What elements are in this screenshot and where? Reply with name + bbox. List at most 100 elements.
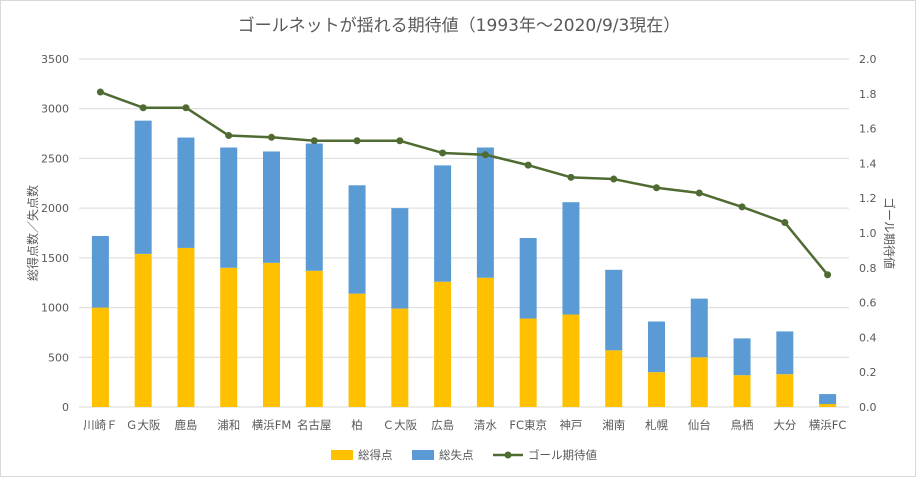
expected-goal-point xyxy=(653,184,660,192)
bar-goals-against xyxy=(263,151,280,263)
legend-swatch-goals-for xyxy=(331,450,353,460)
x-tick-label: 名古屋 xyxy=(297,418,332,432)
bar-goals-for xyxy=(690,357,708,407)
y2-tick-label: 0.4 xyxy=(859,331,877,344)
expected-goal-point xyxy=(182,104,190,112)
x-tick-label: 大分 xyxy=(773,418,796,432)
y2-axis-title: ゴール期待値 xyxy=(882,197,897,269)
bar-goals-for xyxy=(220,267,238,407)
bar-goals-against xyxy=(134,120,152,254)
bars xyxy=(91,120,837,407)
bar-goals-against xyxy=(690,298,708,358)
bar-goals-for xyxy=(177,247,195,407)
bar-goals-against xyxy=(605,269,623,351)
legend-label: 総失点 xyxy=(439,448,474,462)
bar-goals-for xyxy=(562,314,580,407)
bar-goals-against xyxy=(476,147,494,278)
legend-swatch-marker xyxy=(504,451,512,459)
x-tick-label: Ｃ大阪 xyxy=(383,418,418,432)
x-tick-label: 鹿島 xyxy=(174,418,197,432)
bar-goals-for xyxy=(348,293,366,407)
y-tick-label: 3000 xyxy=(41,103,69,116)
expected-goal-point xyxy=(481,151,489,159)
bar-goals-against xyxy=(819,394,837,405)
y2-tick-label: 0.6 xyxy=(859,297,877,310)
bar-goals-against xyxy=(348,185,366,294)
expected-goal-point xyxy=(96,88,104,96)
y2-tick-label: 1.4 xyxy=(859,157,877,170)
bar-goals-for xyxy=(819,404,837,407)
x-tick-label: 札幌 xyxy=(645,418,668,432)
y-tick-label: 0 xyxy=(62,401,69,414)
bar-goals-against xyxy=(648,321,665,373)
grid xyxy=(79,58,849,408)
bar-goals-for xyxy=(263,262,280,407)
y-axis-title: 総得点数／失点数 xyxy=(25,185,40,281)
expected-goal-point xyxy=(439,149,447,157)
bar-goals-for xyxy=(648,372,665,407)
legend: 総得点 総失点 ゴール期待値 xyxy=(331,448,597,462)
y-tick-label: 2500 xyxy=(41,152,69,165)
bar-goals-for xyxy=(391,308,409,407)
expected-goal-line xyxy=(99,90,829,276)
bar-goals-for xyxy=(134,253,152,407)
bar-goals-for xyxy=(305,270,323,407)
bar-goals-for xyxy=(434,281,452,407)
bar-goals-against xyxy=(391,208,409,309)
y2-tick-label: 1.2 xyxy=(859,192,877,205)
bar-goals-against xyxy=(733,338,751,376)
expected-goal-point xyxy=(524,161,532,169)
bar-goals-against xyxy=(177,137,195,248)
y2-tick-label: 0.0 xyxy=(859,401,877,414)
x-tick-label: 清水 xyxy=(474,418,497,432)
x-tick-label: 川崎Ｆ xyxy=(83,418,118,432)
x-tick-label: 湘南 xyxy=(602,418,625,432)
y-tick-label: 1000 xyxy=(41,302,69,315)
y-tick-label: 3500 xyxy=(41,53,69,66)
legend-label: 総得点 xyxy=(358,448,393,462)
x-tick-label: Ｇ大阪 xyxy=(126,418,161,432)
bar-goals-against xyxy=(562,202,580,315)
x-tick-label: 神戸 xyxy=(559,418,582,432)
expected-goal-point xyxy=(353,137,361,145)
y-tick-label: 1500 xyxy=(41,252,69,265)
bar-goals-against xyxy=(519,237,537,319)
y-tick-label: 500 xyxy=(48,351,69,364)
bar-goals-for xyxy=(776,374,794,407)
x-tick-label: 柏 xyxy=(351,418,363,432)
bar-goals-for xyxy=(605,350,623,407)
y2-tick-label: 0.8 xyxy=(859,262,877,275)
expected-goal-point xyxy=(695,189,703,197)
line-series xyxy=(96,88,832,279)
expected-goal-point xyxy=(610,175,618,183)
expected-goal-point xyxy=(824,271,832,279)
bar-goals-for xyxy=(476,277,494,407)
x-tick-label: 横浜FM xyxy=(252,418,292,432)
expected-goal-point xyxy=(738,203,746,211)
x-tick-label: 鳥栖 xyxy=(731,418,754,432)
bar-goals-for xyxy=(91,307,109,407)
expected-goal-point xyxy=(139,104,147,112)
x-tick-label: 広島 xyxy=(431,418,454,432)
y2-tick-label: 0.2 xyxy=(859,366,877,379)
y2-tick-label: 1.0 xyxy=(859,227,877,240)
bar-goals-against xyxy=(776,331,794,375)
axes: 0 500 1000 1500 2000 2500 3000 3500 0.0 0.2 0.4 0.6… xyxy=(41,53,877,432)
bar-goals-for xyxy=(519,318,537,407)
expected-goal-point xyxy=(225,132,233,140)
x-tick-label: 浦和 xyxy=(217,418,240,432)
x-tick-label: 横浜FC xyxy=(809,418,847,432)
bar-goals-against xyxy=(220,147,238,268)
x-tick-label: 仙台 xyxy=(688,418,711,432)
legend-swatch-goals-against xyxy=(412,450,434,460)
bar-goals-for xyxy=(733,375,751,407)
y-tick-label: 2000 xyxy=(41,202,69,215)
expected-goal-point xyxy=(310,137,318,145)
expected-goal-point xyxy=(268,133,275,141)
bar-goals-against xyxy=(91,235,109,308)
bar-goals-against xyxy=(434,165,452,282)
expected-goal-point xyxy=(396,137,404,145)
x-tick-label: FC東京 xyxy=(509,418,547,432)
bar-goals-against xyxy=(305,143,323,271)
